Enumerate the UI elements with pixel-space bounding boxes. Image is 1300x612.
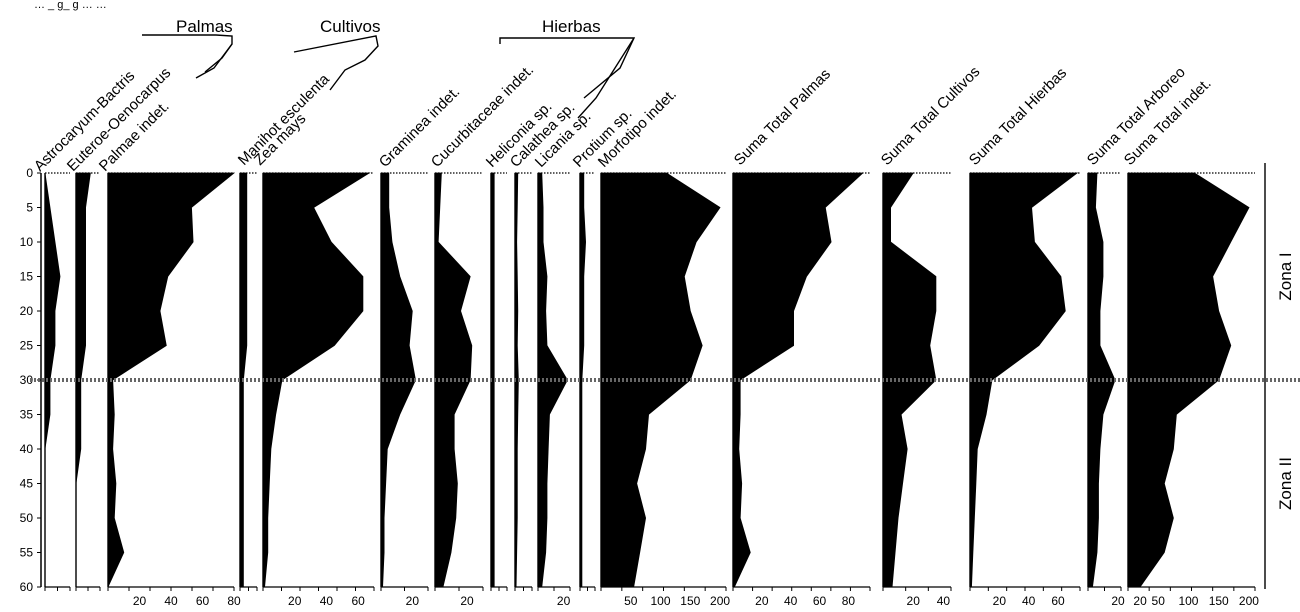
x-tick-label: 20 [557,594,571,608]
area-suma-total-indet [1127,172,1250,588]
x-tick-label: 20 [406,594,420,608]
x-tick-label: 60 [196,594,210,608]
x-tick-label: 20 [1133,594,1147,608]
depth-tick-label: 10 [20,235,34,249]
group-brackets: Palmas Cultivos Hierbas [142,17,636,119]
taxon-label-suma-total-cultivos: Suma Total Cultivos [878,63,984,169]
group-label-hierbas: Hierbas [542,17,601,36]
area-suma-total-cultivos [882,172,937,588]
x-tick-label: 40 [1022,594,1036,608]
x-tick-label: 40 [937,594,951,608]
area-morfotipo-indet [600,172,721,588]
area-protium-sp [579,172,587,588]
taxon-label-suma-total-hierbas: Suma Total Hierbas [966,64,1070,168]
x-tick-label: 50 [624,594,638,608]
x-tick-label: 40 [164,594,178,608]
depth-tick-label: 55 [20,546,34,560]
x-tick-label: 200 [710,594,730,608]
depth-tick-label: 25 [20,339,34,353]
x-tick-label: 60 [1051,594,1065,608]
taxon-label-suma-total-palmas: Suma Total Palmas [731,66,834,169]
x-tick-label: 40 [784,594,798,608]
x-tick-label: 40 [320,594,334,608]
area-licania-sp [537,172,568,588]
x-tick-label: 20 [460,594,474,608]
depth-tick-label: 35 [20,408,34,422]
x-tick-label: 200 [1239,594,1259,608]
depth-tick-label: 50 [20,511,34,525]
x-tick-label: 150 [1209,594,1229,608]
depth-axis: 0 5 10 15 20 25 30 35 40 45 50 55 60 [20,166,42,594]
x-tick-label: 20 [755,594,769,608]
x-tick-label: 50 [1152,594,1166,608]
area-zea-mays [262,172,371,588]
x-tick-label: 80 [227,594,241,608]
area-cucurbitaceae-indet [434,172,473,588]
panel-suma-total-palmas: 20 40 60 80 Suma Total Palmas [731,66,871,608]
bracket-hierbas-inner [577,37,635,119]
area-calathea-sp [514,172,519,588]
depth-tick-label: 45 [20,477,34,491]
taxon-label-manihot-esculenta: Manihot esculenta [235,70,334,169]
area-suma-total-arboreo [1087,172,1116,588]
x-tick-label: 100 [1178,594,1198,608]
group-label-cultivos: Cultivos [320,17,380,36]
depth-tick-label: 0 [26,166,33,180]
panel-suma-total-hierbas: 20 40 60 Suma Total Hierbas [966,64,1081,608]
depth-tick-label: 15 [20,270,34,284]
zone-label-2: Zona II [1276,457,1295,510]
x-tick-label: 100 [651,594,671,608]
depth-tick-label: 40 [20,442,34,456]
zones: Zona I Zona II [30,163,1300,589]
depth-tick-label: 20 [20,304,34,318]
x-tick-label: 20 [288,594,302,608]
area-suma-total-hierbas [969,172,1079,588]
group-label-palmas: Palmas [176,17,233,36]
depth-tick-label: 30 [20,373,34,387]
area-heliconia-sp [490,172,495,588]
depth-tick-label: 5 [26,201,33,215]
x-tick-label: 20 [133,594,147,608]
x-tick-label: 80 [842,594,856,608]
x-tick-label: 150 [680,594,700,608]
x-tick-label: 60 [813,594,827,608]
x-tick-label: 20 [993,594,1007,608]
depth-tick-label: 60 [20,580,34,594]
area-suma-total-palmas [732,172,864,588]
bracket-palmas-inner [195,43,233,79]
panel-suma-total-cultivos: 20 40 Suma Total Cultivos [878,63,984,608]
x-tick-label: 20 [1111,594,1125,608]
x-tick-label: 20 [907,594,921,608]
caption-fragment: … _ g_ g … … [34,0,107,11]
bracket-palmas [142,34,233,73]
bracket-cultivos [293,35,379,91]
area-palmae-indet [107,172,236,588]
zone-label-1: Zona I [1276,252,1295,300]
x-tick-label: 60 [351,594,365,608]
